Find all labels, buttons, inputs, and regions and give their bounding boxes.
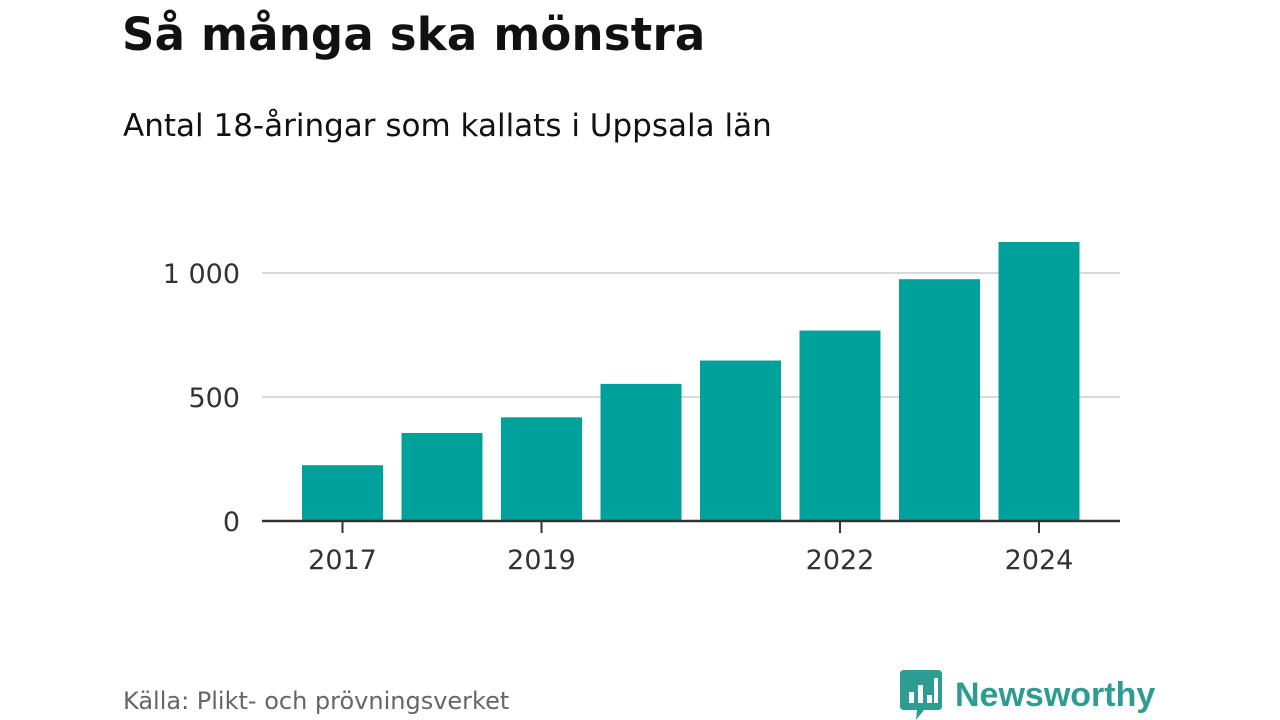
x-tick-label: 2017 xyxy=(308,545,377,576)
bar-2017 xyxy=(302,465,383,521)
source-note: Källa: Plikt- och prövningsverket xyxy=(123,687,510,715)
bar-2022 xyxy=(799,330,881,521)
chart-title: Så många ska mönstra xyxy=(122,8,706,61)
gridlines xyxy=(262,272,1120,398)
bars xyxy=(302,242,1080,521)
chart-subtitle: Antal 18-åringar som kallats i Uppsala l… xyxy=(123,108,772,144)
y-axis-tick-labels: 0 500 1 000 xyxy=(163,259,240,538)
y-tick-label: 1 000 xyxy=(163,259,240,290)
x-tick-label: 2019 xyxy=(507,545,576,576)
bar-chart: 0 500 1 000 2017 2019 2022 2024 xyxy=(163,242,1120,576)
newsworthy-logo[interactable]: Newsworthy xyxy=(900,670,1155,720)
logo-wordmark: Newsworthy xyxy=(955,675,1156,714)
bar-2020 xyxy=(600,383,682,521)
bar-2018 xyxy=(401,432,483,521)
y-tick-label: 0 xyxy=(223,507,240,538)
bar-chart-logo-icon xyxy=(900,670,942,720)
bar-2019 xyxy=(501,417,582,521)
bar-2023 xyxy=(899,279,980,521)
x-tick-label: 2024 xyxy=(1005,545,1074,576)
x-tick-label: 2022 xyxy=(806,545,875,576)
y-tick-label: 500 xyxy=(188,383,240,414)
x-axis-ticks: 2017 2019 2022 2024 xyxy=(308,521,1073,576)
bar-2021 xyxy=(700,360,781,521)
bar-2024 xyxy=(998,242,1080,521)
